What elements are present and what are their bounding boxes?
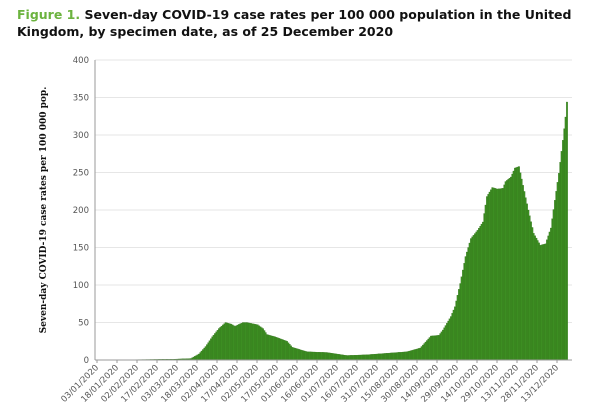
chart-title: Seven-day COVID-19 case rates per 100 00… bbox=[17, 7, 572, 39]
y-tick-label: 250 bbox=[73, 169, 89, 179]
y-tick-label: 200 bbox=[73, 206, 89, 216]
y-tick-label: 400 bbox=[73, 56, 89, 66]
y-axis-label: Seven-day COVID-19 case rates per 100 00… bbox=[39, 87, 49, 334]
y-tick-label: 50 bbox=[78, 319, 89, 329]
y-tick-label: 100 bbox=[73, 281, 89, 291]
figure-label: Figure 1. bbox=[17, 7, 81, 22]
data-bar bbox=[566, 101, 568, 361]
y-tick-label: 300 bbox=[73, 131, 89, 141]
y-tick-label: 150 bbox=[73, 244, 89, 254]
y-tick-label: 350 bbox=[73, 94, 89, 104]
figure-title: Figure 1. Seven-day COVID-19 case rates … bbox=[17, 6, 587, 40]
y-tick-label: 0 bbox=[84, 356, 89, 366]
